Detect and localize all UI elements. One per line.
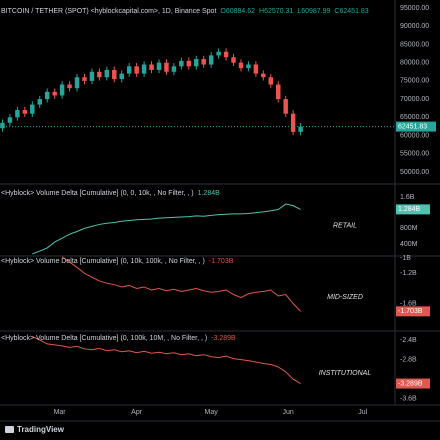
candles bbox=[0, 48, 303, 136]
candle-body bbox=[171, 66, 177, 72]
candle-body bbox=[0, 122, 5, 129]
volume-delta-line bbox=[32, 203, 301, 255]
pane-annotation: INSTITUTIONAL bbox=[319, 370, 372, 377]
candle-body bbox=[30, 104, 35, 114]
value-badge-label: -3.289B bbox=[398, 380, 423, 387]
x-tick-label: Apr bbox=[131, 409, 143, 416]
candle-body bbox=[276, 84, 281, 100]
y-tick-label: -2.4B bbox=[400, 337, 417, 344]
value-badge bbox=[396, 306, 430, 317]
x-tick-label: May bbox=[205, 409, 219, 416]
pane-annotation: MID-SIZED bbox=[327, 294, 363, 301]
candle-body bbox=[52, 91, 57, 96]
ohlc-value: L60987.99 bbox=[297, 8, 330, 15]
y-tick-label: -1.6B bbox=[400, 300, 417, 307]
x-tick-label: Jul bbox=[358, 409, 367, 416]
candle-body bbox=[67, 84, 72, 89]
candle-body bbox=[119, 73, 124, 80]
value-badge bbox=[396, 378, 430, 389]
y-tick-label: -2.8B bbox=[400, 356, 417, 363]
candle-body bbox=[216, 51, 221, 56]
y-tick-label: 90000.00 bbox=[400, 23, 429, 30]
candle-body bbox=[253, 64, 259, 74]
candle-body bbox=[134, 66, 139, 74]
y-tick-label: 65000.00 bbox=[400, 114, 429, 121]
candle-body bbox=[290, 113, 296, 132]
volume-delta-line bbox=[32, 336, 301, 384]
candle-body bbox=[74, 77, 80, 89]
y-tick-label: -3.6B bbox=[400, 396, 417, 403]
ohlc-value: C62451.83 bbox=[334, 8, 368, 15]
candle-body bbox=[104, 69, 110, 78]
volume-delta-line bbox=[61, 256, 301, 312]
candle-body bbox=[201, 59, 206, 65]
pane-title: <Hyblock> Volume Delta [Cumulative] (0, … bbox=[1, 190, 220, 197]
candle-body bbox=[44, 91, 50, 100]
candle-body bbox=[298, 126, 303, 132]
candle-body bbox=[7, 117, 13, 123]
candle-body bbox=[22, 110, 28, 114]
candle-body bbox=[164, 62, 169, 72]
y-tick-label: 85000.00 bbox=[400, 41, 429, 48]
last-price-label: 62451.83 bbox=[398, 123, 427, 130]
last-price-badge bbox=[396, 121, 436, 132]
x-tick-label: Jun bbox=[283, 409, 294, 416]
candle-body bbox=[82, 77, 87, 81]
y-tick-label: 1.6B bbox=[400, 194, 415, 201]
y-tick-label: 400M bbox=[400, 241, 418, 248]
pane-title-text: <Hyblock> Volume Delta [Cumulative] (0, … bbox=[1, 335, 207, 342]
brand: TradingView bbox=[17, 425, 65, 434]
candle-body bbox=[149, 64, 154, 70]
pane-value: 1.284B bbox=[198, 190, 221, 197]
y-tick-label: 70000.00 bbox=[400, 96, 429, 103]
ohlc-value: O60884.62 bbox=[220, 8, 255, 15]
candle-body bbox=[15, 110, 20, 118]
y-tick-label: -1.2B bbox=[400, 270, 417, 277]
candle-body bbox=[246, 64, 251, 69]
y-tick-label: 800M bbox=[400, 225, 418, 232]
candle-body bbox=[59, 84, 65, 96]
candle-body bbox=[223, 51, 229, 58]
candle-body bbox=[126, 66, 132, 74]
value-badge bbox=[396, 204, 430, 215]
candle-body bbox=[261, 73, 266, 78]
candle-body bbox=[283, 99, 288, 114]
candle-body bbox=[238, 62, 244, 69]
pane-value: -1.703B bbox=[209, 258, 234, 265]
pane-title: BITCOIN / TETHER (SPOT) <hyblockcapital.… bbox=[1, 8, 369, 15]
candle-body bbox=[97, 71, 102, 78]
pane-title-text: <Hyblock> Volume Delta [Cumulative] (0, … bbox=[1, 190, 194, 197]
y-tick-label: 95000.00 bbox=[400, 5, 429, 12]
candle-body bbox=[268, 77, 274, 85]
candle-body bbox=[37, 99, 42, 105]
pane-title-text: <Hyblock> Volume Delta [Cumulative] (0, … bbox=[1, 258, 205, 265]
pane-title: <Hyblock> Volume Delta [Cumulative] (0, … bbox=[1, 335, 236, 342]
brand-logo bbox=[5, 426, 14, 433]
candle-body bbox=[179, 60, 184, 67]
pane-annotation: RETAIL bbox=[333, 222, 357, 229]
candle-body bbox=[156, 62, 162, 70]
y-tick-label: -1B bbox=[400, 255, 411, 262]
pane-title-text: BITCOIN / TETHER (SPOT) <hyblockcapital.… bbox=[1, 8, 216, 15]
candle-body bbox=[208, 55, 214, 65]
candle-body bbox=[89, 71, 95, 81]
y-tick-label: 80000.00 bbox=[400, 60, 429, 67]
ohlc-value: H62570.31 bbox=[259, 8, 293, 15]
candle-body bbox=[112, 69, 117, 80]
pane-title: <Hyblock> Volume Delta [Cumulative] (0, … bbox=[1, 258, 234, 265]
value-badge-label: 1.284B bbox=[398, 206, 421, 213]
y-tick-label: 55000.00 bbox=[400, 151, 429, 158]
y-tick-label: 50000.00 bbox=[400, 169, 429, 176]
pane-value: -3.289B bbox=[211, 335, 236, 342]
y-tick-label: 75000.00 bbox=[400, 78, 429, 85]
x-tick-label: Mar bbox=[54, 409, 67, 416]
candle-body bbox=[194, 59, 199, 67]
value-badge-label: -1.703B bbox=[398, 308, 423, 315]
candle-body bbox=[141, 64, 147, 74]
y-tick-label: 60000.00 bbox=[400, 132, 429, 139]
candle-body bbox=[186, 60, 192, 67]
candle-body bbox=[231, 57, 236, 63]
